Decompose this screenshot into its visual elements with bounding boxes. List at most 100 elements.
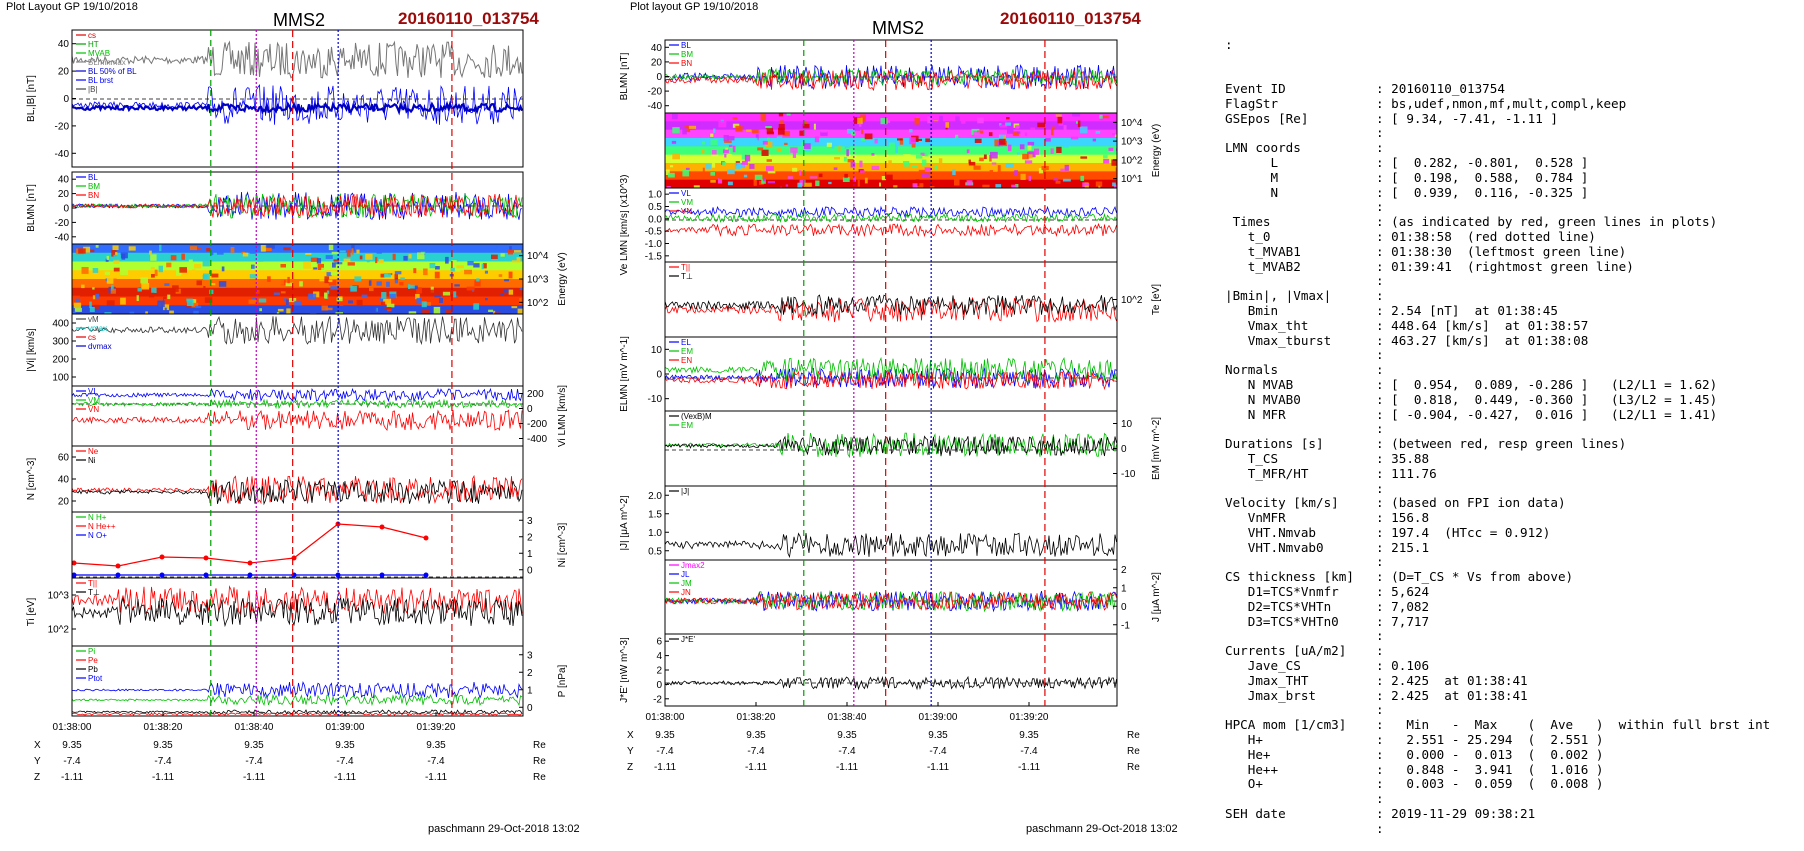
- y-tick-label: 40: [58, 475, 70, 486]
- summary-value: :: [1376, 362, 1384, 378]
- spectrogram-pixel: [702, 150, 705, 153]
- spectrogram-pixel: [787, 176, 793, 179]
- spectrogram-pixel: [145, 311, 148, 314]
- spectrogram-pixel: [1072, 113, 1081, 117]
- data-point: [72, 560, 77, 566]
- summary-key: VHT.Nmvab0: [1225, 540, 1324, 555]
- y-axis-label: J*E' [nW m^-3]: [620, 637, 630, 703]
- summary-key: [1225, 555, 1376, 570]
- spectrogram-pixel: [749, 164, 755, 169]
- spectrogram-pixel: [467, 261, 474, 266]
- ephemeris-unit: Re: [533, 740, 546, 751]
- spectrogram-pixel: [154, 291, 159, 295]
- panel-7-frame: [664, 485, 1118, 561]
- spectrogram-pixel: [350, 285, 357, 292]
- spectrogram-pixel: [909, 137, 916, 145]
- legend-label: JL: [681, 570, 690, 579]
- data-trace: [72, 409, 523, 431]
- y-tick-label: -1.0: [645, 239, 663, 250]
- spectrogram-pixel: [336, 297, 343, 302]
- data-trace: [665, 591, 1117, 612]
- spectrogram-pixel: [267, 276, 271, 282]
- spectrogram-pixel: [310, 257, 319, 262]
- y-tick-label: -20: [648, 87, 663, 98]
- y-tick-label-right: -200: [527, 419, 547, 430]
- summary-key: T_CS: [1225, 451, 1279, 466]
- summary-value: :: [1376, 140, 1384, 156]
- x-tick-label: 01:38:40: [235, 722, 274, 733]
- data-trace: [72, 191, 523, 220]
- spectrogram-pixel: [429, 263, 436, 269]
- spectrogram-pixel: [727, 169, 735, 175]
- spectrogram-pixel: [786, 113, 791, 116]
- spectrogram-band: [72, 270, 523, 280]
- spectrogram-pixel: [1063, 125, 1067, 132]
- spectrogram-pixel: [216, 248, 224, 255]
- spectrogram-pixel: [193, 310, 199, 314]
- spectrogram-band: [72, 305, 523, 314]
- spectrogram-pixel: [988, 132, 993, 137]
- spectrogram-pixel: [974, 138, 982, 143]
- spectrogram-pixel: [682, 127, 687, 135]
- spectrogram-pixel: [761, 149, 769, 156]
- summary-key: D3=TCS*VHTn0: [1225, 614, 1339, 629]
- spectrogram-pixel: [916, 154, 923, 159]
- ephemeris-value: 9.35: [655, 730, 675, 741]
- spectrogram-pixel: [893, 185, 898, 188]
- spectrogram-pixel: [889, 142, 895, 150]
- y-axis-label: ELMN [mV m^-1]: [620, 336, 630, 412]
- y-tick-label-right: 1: [1121, 583, 1127, 594]
- summary-value: :: [1376, 125, 1384, 141]
- spectrogram-pixel: [236, 310, 244, 314]
- spectrogram-pixel: [688, 125, 697, 129]
- summary-row: :: [1225, 703, 1770, 718]
- summary-rows: Event ID: 20160110_013754 FlagStr: bs,ude…: [1225, 81, 1770, 837]
- summary-value: : 5,624: [1376, 584, 1430, 600]
- spectrogram-pixel: [683, 164, 689, 168]
- spectrogram-pixel: [511, 306, 518, 309]
- spectrogram-pixel: [408, 284, 415, 289]
- spectrogram-pixel: [918, 169, 925, 173]
- spectrogram-pixel: [491, 244, 498, 249]
- ephemeris-row-label: Y: [34, 756, 41, 767]
- spectrogram-pixel: [871, 165, 880, 170]
- spectrogram-pixel: [210, 283, 216, 286]
- summary-key: [1225, 482, 1376, 497]
- spectrogram-pixel: [968, 159, 971, 164]
- spectrogram-pixel: [321, 305, 328, 311]
- data-point: [379, 572, 385, 578]
- spectrogram-pixel: [218, 281, 227, 287]
- legend-label: EL: [681, 338, 691, 347]
- spectrogram-pixel: [757, 147, 764, 151]
- spectrogram-pixel: [498, 274, 503, 277]
- spectrogram-pixel: [106, 277, 114, 284]
- data-trace: [665, 356, 1117, 383]
- spectrogram-pixel: [328, 280, 337, 286]
- spectrogram-pixel: [260, 245, 266, 252]
- legend-label: |B|: [88, 85, 98, 94]
- spectrogram-pixel: [176, 269, 182, 276]
- summary-key: [1225, 126, 1376, 141]
- spectrogram-pixel: [128, 246, 136, 251]
- spectrogram-pixel: [110, 288, 116, 294]
- spectrogram-pixel: [113, 259, 120, 264]
- legend-label: Pi: [88, 647, 95, 656]
- spectrogram-pixel: [417, 252, 425, 260]
- spectrogram-pixel: [752, 129, 759, 134]
- spectrogram-pixel: [81, 284, 85, 289]
- summary-row: SEH date: 2019-11-29 09:38:21: [1225, 806, 1770, 822]
- ephemeris-unit: Re: [1127, 746, 1140, 757]
- data-trace: [72, 693, 523, 707]
- spectrogram-pixel: [1111, 130, 1117, 134]
- spectrogram-pixel: [211, 251, 214, 256]
- spectrogram-pixel: [1103, 158, 1110, 164]
- data-point: [379, 524, 385, 530]
- spectrogram-pixel: [779, 186, 783, 188]
- y-tick-label: 0: [63, 94, 69, 105]
- spectrogram-pixel: [381, 301, 386, 305]
- spectrogram-pixel: [316, 258, 322, 264]
- summary-value: :: [1376, 643, 1384, 659]
- spectrogram-pixel: [386, 281, 390, 287]
- spectrogram-pixel: [519, 298, 522, 305]
- spectrogram-pixel: [394, 274, 398, 280]
